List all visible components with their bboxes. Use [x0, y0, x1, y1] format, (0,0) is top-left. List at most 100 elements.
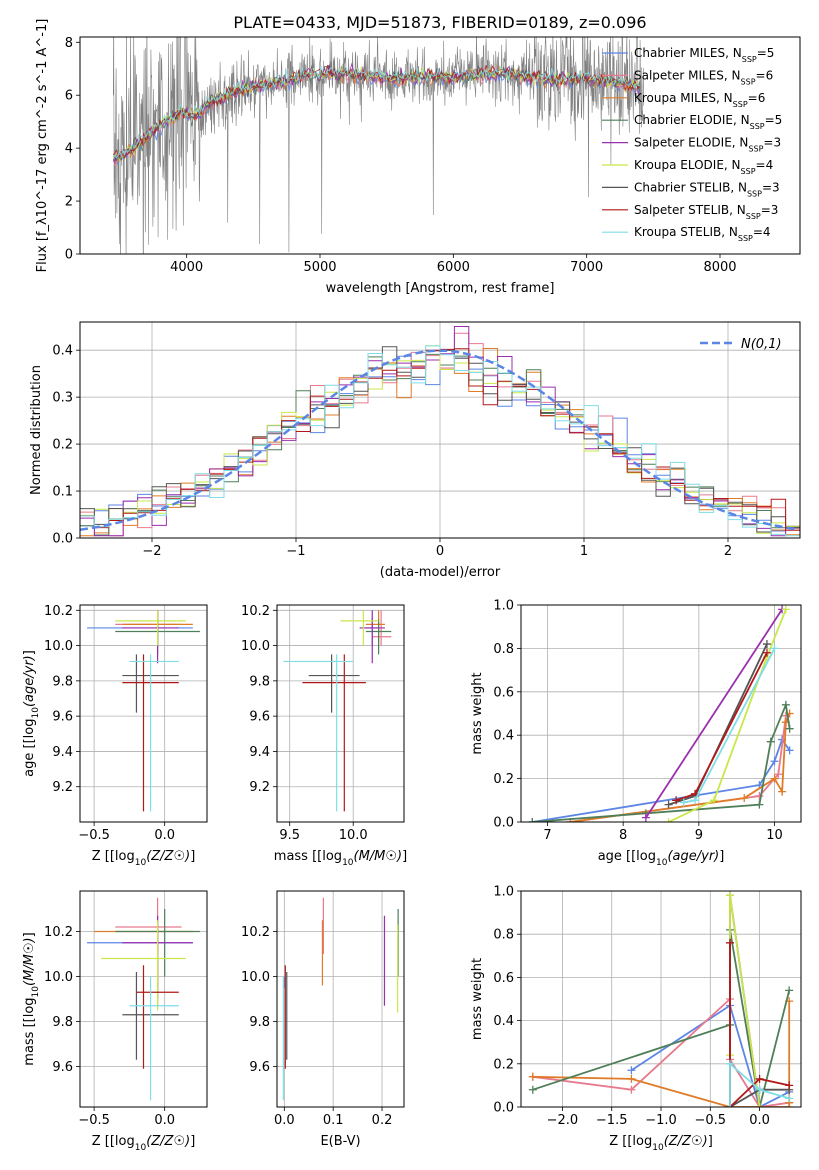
- plot-content: [87, 897, 200, 1101]
- weight-line-chabrier-elodie: [532, 701, 791, 822]
- y-tick-label: 9.4: [52, 745, 73, 760]
- weight-marker-kroupa-elodie: [781, 605, 790, 614]
- y-tick-label: 9.8: [52, 674, 73, 689]
- legend-label: Salpeter ELODIE, NSSP=3: [634, 136, 781, 154]
- weight-marker-chabrier-elodie: [755, 800, 764, 809]
- weight-line-kroupa-miles: [570, 713, 791, 822]
- weight-marker-chabrier-elodie: [528, 818, 537, 822]
- y-tick-label: 0.3: [52, 391, 73, 406]
- y-axis-label: age [[log10(age/yr)]: [22, 650, 41, 777]
- mass-weight-vs-age-panel: 7 8 9 10 0.0 0.2 0.4 0.6 0.8 1.0 age [[log10(age/y…: [470, 599, 802, 868]
- x-tick-label: −0.5: [695, 1113, 727, 1128]
- x-tick-label: 7: [543, 828, 551, 843]
- subscript: 10: [135, 858, 147, 868]
- y-tick-label: 0.8: [493, 928, 514, 943]
- weight-marker-chabrier-miles: [770, 757, 779, 766]
- weight-marker-salpeter-stelib: [755, 1074, 764, 1083]
- y-tick-label: 0.0: [493, 816, 514, 831]
- weight-marker-salpeter-elodie: [641, 813, 650, 822]
- weight-marker-kroupa-stelib: [726, 1103, 735, 1107]
- x-tick-label: −1.5: [596, 1113, 628, 1128]
- x-tick-label: 0.2: [372, 1113, 393, 1128]
- subscript: SSP: [742, 55, 757, 64]
- x-tick-label: 6000: [437, 260, 470, 275]
- y-tick-label: 0.4: [493, 1014, 514, 1029]
- weight-marker-kroupa-stelib: [785, 1094, 794, 1103]
- x-tick-label: 0: [436, 544, 444, 559]
- x-tick-label: −2.0: [547, 1113, 579, 1128]
- x-tick-label: −2: [142, 544, 161, 559]
- weight-marker-chabrier-elodie: [766, 737, 775, 746]
- plot-content: [112, 37, 644, 254]
- x-tick-label: 0.0: [749, 1113, 770, 1128]
- y-tick-label: 0.0: [52, 532, 73, 547]
- weight-marker-kroupa-miles: [770, 774, 779, 783]
- y-tick-label: 9.8: [52, 1015, 73, 1030]
- y-tick-label: 10.2: [241, 925, 270, 940]
- axes-frame: [79, 321, 801, 539]
- legend-label: N(0,1): [741, 337, 782, 352]
- x-tick-label: 0.0: [154, 828, 175, 843]
- y-tick-label: 0.6: [493, 685, 514, 700]
- y-tick-label: 0.1: [52, 485, 73, 500]
- y-tick-label: 9.6: [52, 710, 73, 725]
- mass-vs-extinction-plot-area: 0.0 0.1 0.2 9.6 9.8 10.0 10.2 E(B-V): [241, 890, 405, 1149]
- y-tick-label: 0.2: [493, 772, 514, 787]
- y-tick-label: 4: [65, 142, 73, 157]
- y-tick-label: 10.0: [241, 970, 270, 985]
- y-tick-label: 9.6: [52, 1060, 73, 1075]
- subscript: SSP: [738, 234, 753, 243]
- weight-marker-kroupa-stelib: [770, 644, 779, 653]
- y-axis-label: mass [[log10(M/M☉)]: [22, 932, 41, 1065]
- x-tick-label: 1: [580, 544, 588, 559]
- x-tick-label: 9: [695, 828, 703, 843]
- plot-content: [528, 605, 794, 822]
- x-axis-label: Z [[log10(Z/Z☉)]: [92, 849, 196, 868]
- weight-line-kroupa-stelib: [729, 1061, 790, 1107]
- y-tick-label: 10.2: [44, 925, 73, 940]
- y-tick-label: 1.0: [493, 599, 514, 614]
- residuals-plot-area: −2 −1 0 1 2 0.0 0.1 0.2 0.3 0.4 (data-model)/error…: [29, 321, 801, 580]
- weight-marker-chabrier-elodie: [785, 724, 794, 733]
- plot-content: [80, 326, 800, 537]
- weight-marker-salpeter-miles: [627, 1085, 636, 1094]
- x-tick-label: 9.5: [279, 828, 300, 843]
- x-tick-label: 7000: [570, 260, 603, 275]
- x-tick-label: 2: [724, 544, 732, 559]
- y-tick-label: 9.8: [249, 1015, 270, 1030]
- legend-label: Salpeter MILES, NSSP=6: [634, 68, 773, 86]
- subscript: 10: [652, 1143, 664, 1153]
- math: (age/yr): [22, 655, 37, 707]
- weight-marker-chabrier-elodie: [781, 700, 790, 709]
- weight-line-kroupa-elodie: [668, 608, 787, 822]
- x-tick-label: 5000: [303, 260, 336, 275]
- x-tick-label: −0.5: [78, 1113, 110, 1128]
- axes-frame: [79, 890, 208, 1108]
- y-tick-label: 0.8: [493, 642, 514, 657]
- math: (Z/Z☉): [146, 1134, 190, 1149]
- subscript: 10: [656, 858, 668, 868]
- y-axis-label: mass weight: [470, 672, 485, 754]
- y-tick-label: 10.0: [44, 970, 73, 985]
- weight-marker-kroupa-stelib: [679, 798, 688, 807]
- y-axis-label: Normed distribution: [29, 365, 44, 495]
- weight-marker-kroupa-elodie: [709, 796, 718, 805]
- math: (age/yr): [667, 849, 719, 864]
- math: (Z/Z☉): [146, 849, 190, 864]
- y-tick-label: 6: [65, 89, 73, 104]
- subscript: SSP: [741, 167, 756, 176]
- weight-marker-chabrier-elodie: [528, 1085, 537, 1094]
- y-tick-label: 10.2: [241, 604, 270, 619]
- y-tick-label: 8: [65, 36, 73, 51]
- x-tick-label: −1: [286, 544, 305, 559]
- age-vs-mass-plot-area: 9.5 10.0 9.2 9.4 9.6 9.8 10.0 10.2 mass [[log10(…: [241, 604, 407, 868]
- x-tick-label: 0.0: [274, 1113, 295, 1128]
- axes-frame: [520, 890, 802, 1108]
- x-axis-label: Z [[log10(Z/Z☉)]: [92, 1134, 196, 1153]
- mass-vs-metallicity-plot-area: −0.5 0.0 9.6 9.8 10.0 10.2 Z [[log10(Z/Z☉)] mas…: [22, 890, 208, 1153]
- weight-marker-kroupa-miles: [627, 1074, 636, 1083]
- y-tick-label: 10.0: [44, 639, 73, 654]
- subscript: SSP: [747, 189, 762, 198]
- axes-frame: [520, 604, 802, 823]
- subscript: 10: [31, 986, 41, 998]
